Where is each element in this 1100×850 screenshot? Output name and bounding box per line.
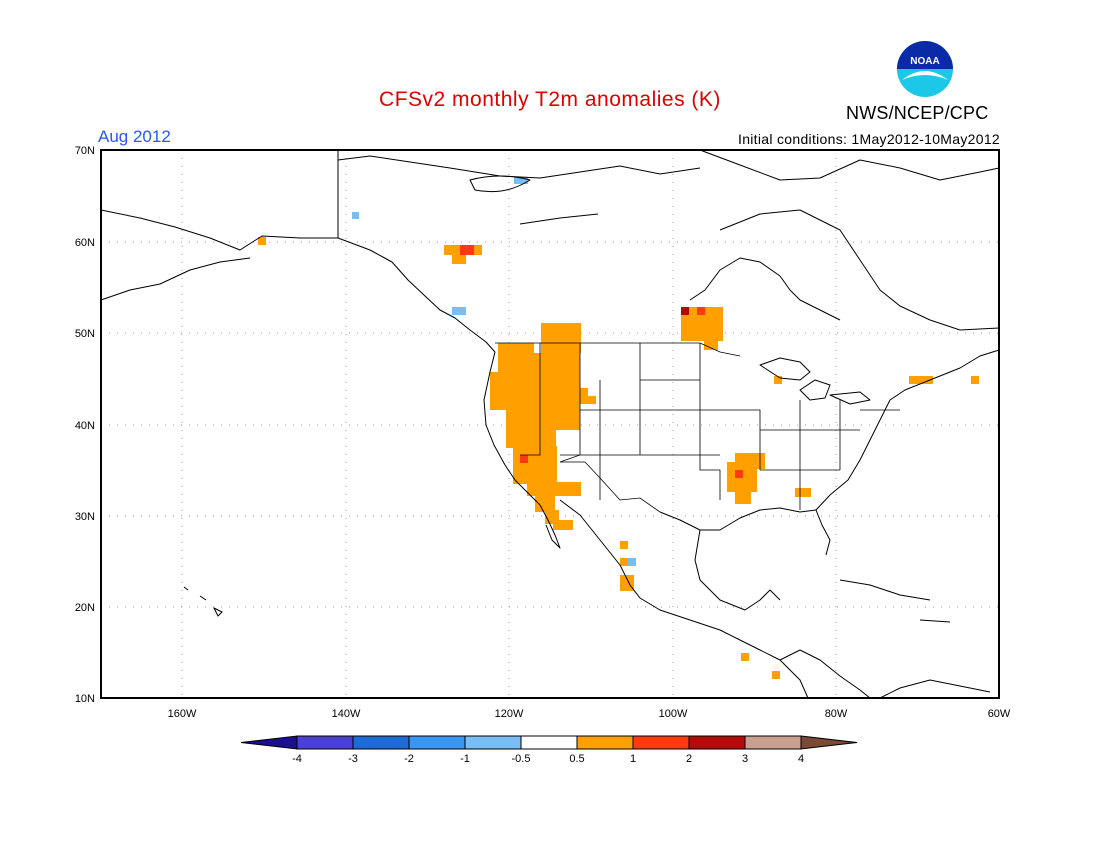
colorbar-tick-label: 1 (630, 753, 636, 765)
forecast-month: Aug 2012 (98, 127, 171, 146)
colorbar-tick-label: 4 (798, 753, 804, 765)
map-title: CFSv2 monthly T2m anomalies (K) (379, 88, 721, 111)
colorbar-tick-label: -3 (348, 753, 358, 765)
colorbar-swatch (464, 735, 522, 750)
lat-label: 40N (75, 420, 95, 432)
colorbar-arrow-left (240, 735, 298, 750)
colorbar-swatch (576, 735, 634, 750)
map-frame (100, 149, 1000, 699)
noaa-logo-icon: NOAA (897, 41, 953, 97)
lat-label: 50N (75, 328, 95, 340)
colorbar-swatch (688, 735, 746, 750)
colorbar-swatch (632, 735, 690, 750)
colorbar-tick-label: -4 (292, 753, 302, 765)
lat-label: 60N (75, 237, 95, 249)
colorbar-tick-label: -0.5 (512, 753, 531, 765)
lat-label: 20N (75, 602, 95, 614)
logo-text: NOAA (910, 56, 939, 67)
lat-label: 70N (75, 145, 95, 157)
lon-label: 160W (168, 708, 197, 720)
organization-label: NWS/NCEP/CPC (846, 103, 989, 123)
colorbar-swatch (296, 735, 354, 750)
colorbar-tick-label: 0.5 (569, 753, 584, 765)
lon-label: 100W (659, 708, 688, 720)
initial-conditions-label: Initial conditions: 1May2012-10May2012 (738, 131, 1000, 147)
colorbar-tick-label: 3 (742, 753, 748, 765)
colorbar-swatch (408, 735, 466, 750)
colorbar-swatch (352, 735, 410, 750)
lon-label: 120W (495, 708, 524, 720)
political-borders (495, 342, 900, 513)
lat-label: 10N (75, 693, 95, 705)
lon-label: 60W (988, 708, 1011, 720)
colorbar-tick-label: -2 (404, 753, 414, 765)
lat-label: 30N (75, 511, 95, 523)
colorbar-tick-label: -1 (460, 753, 470, 765)
colorbar-arrow-right (800, 735, 858, 750)
colorbar-swatch (520, 735, 578, 750)
anomaly-cells (258, 177, 979, 679)
colorbar-swatch (744, 735, 802, 750)
lon-label: 140W (332, 708, 361, 720)
lon-label: 80W (825, 708, 848, 720)
colorbar-tick-label: 2 (686, 753, 692, 765)
